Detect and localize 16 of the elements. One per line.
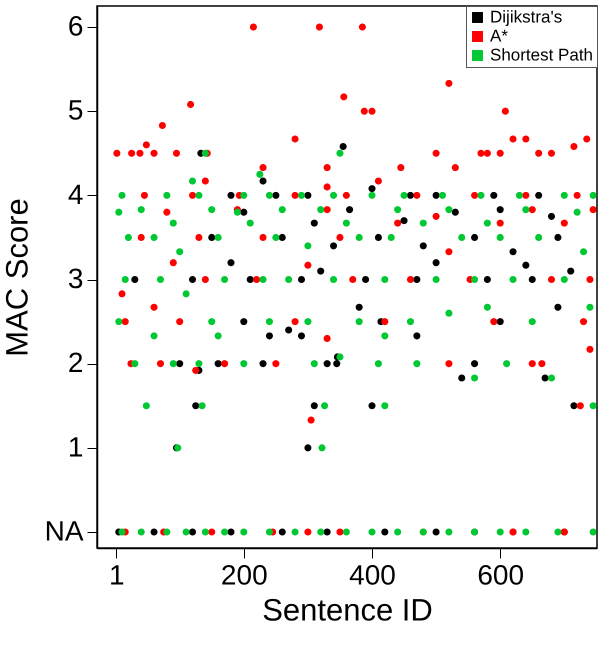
legend-label: Dijikstra's [490, 8, 562, 26]
x-tick-label: 400 [349, 560, 396, 590]
x-tick-label: 600 [477, 560, 524, 590]
x-tick-label: 1 [108, 560, 125, 590]
y-tick-label: 3 [68, 263, 84, 294]
y-axis-title: MAC Score [0, 198, 35, 357]
y-tick-label: 4 [68, 178, 84, 210]
legend-label: Shortest Path [490, 46, 594, 64]
x-axis-title: Sentence ID [262, 592, 433, 628]
y-tick-label: 1 [68, 431, 84, 462]
y-tick-label: 6 [68, 10, 84, 42]
y-tick-label: 5 [68, 94, 84, 126]
legend-label: A* [490, 26, 508, 46]
y-tick-label: NA [44, 516, 84, 547]
x-tick-label: 200 [220, 560, 268, 590]
y-tick-label: 2 [68, 347, 84, 378]
